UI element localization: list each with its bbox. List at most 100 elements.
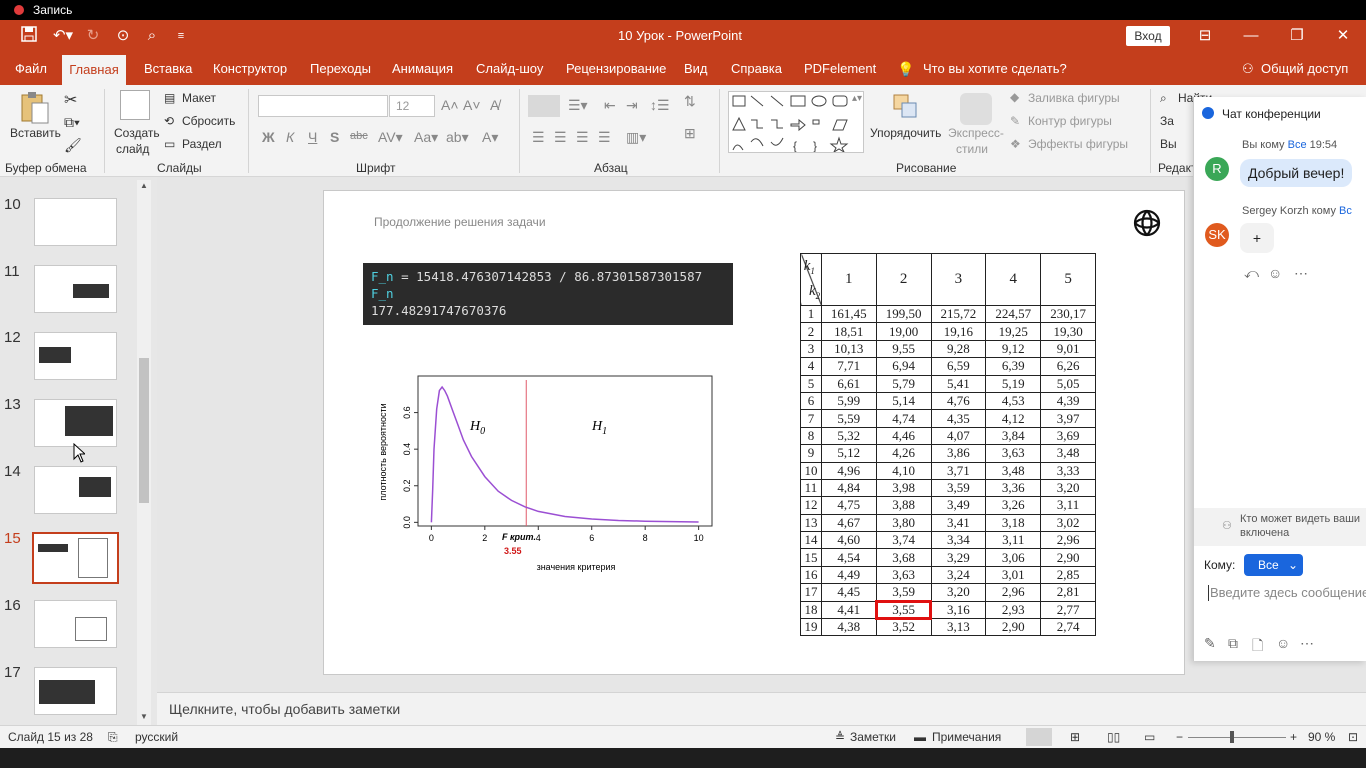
tab-transitions[interactable]: Переходы — [310, 61, 371, 76]
shadow-button[interactable]: S — [330, 129, 340, 145]
align-center-icon[interactable]: ☰ — [554, 129, 567, 145]
tab-insert[interactable]: Вставка — [144, 61, 193, 76]
more-icon[interactable]: ⋯ — [1300, 635, 1314, 651]
spellcheck-icon[interactable]: ⎘ — [108, 730, 118, 744]
notes-toggle-button[interactable]: Заметки — [850, 730, 896, 744]
arrange-button[interactable]: Упорядочить — [870, 126, 942, 140]
layout-button[interactable]: Макет — [182, 91, 216, 105]
slide-thumbnail[interactable] — [34, 600, 117, 648]
align-right-icon[interactable]: ☰ — [576, 129, 589, 145]
columns-icon[interactable]: ▥▾ — [626, 129, 647, 145]
ribbon-display-icon[interactable]: ⊟ — [1198, 27, 1212, 44]
tab-view[interactable]: Вид — [684, 61, 708, 76]
emoji-icon[interactable]: ☺ — [1276, 635, 1291, 651]
zoom-level[interactable]: 90 % — [1308, 730, 1336, 744]
font-size-select[interactable]: 12 — [389, 95, 435, 117]
share-button[interactable]: Общий доступ — [1261, 61, 1349, 76]
shape-outline-button[interactable]: Контур фигуры — [1028, 114, 1112, 128]
replace-button[interactable]: За — [1160, 114, 1174, 128]
char-spacing-icon[interactable]: AV▾ — [378, 129, 403, 145]
highlight-icon[interactable]: ab▾ — [446, 129, 469, 145]
tab-help[interactable]: Справка — [731, 61, 782, 76]
shapes-gallery[interactable]: {} — [728, 91, 864, 154]
slide-thumbnail-selected[interactable] — [32, 532, 119, 584]
new-slide-icon[interactable] — [120, 90, 150, 120]
tab-home[interactable]: Главная — [62, 55, 126, 85]
notes-toggle-icon[interactable]: ≜ — [835, 730, 846, 744]
justify-icon[interactable]: ☰ — [598, 129, 611, 145]
tab-design[interactable]: Конструктор — [213, 61, 288, 76]
slide-thumbnail[interactable] — [34, 265, 117, 313]
reading-view-icon[interactable]: ▯▯ — [1107, 730, 1121, 744]
comments-button[interactable]: Примечания — [932, 730, 1002, 744]
tab-slideshow[interactable]: Слайд-шоу — [476, 61, 544, 76]
tell-me-input[interactable]: Что вы хотите сделать? — [923, 61, 1067, 76]
new-slide-label-2[interactable]: слайд — [116, 142, 150, 156]
clear-format-icon[interactable]: A̸ — [490, 97, 500, 113]
bullets-icon[interactable] — [528, 95, 560, 117]
message-recipient[interactable]: Все — [1287, 139, 1307, 151]
shape-effects-button[interactable]: Эффекты фигуры — [1028, 137, 1129, 151]
start-slideshow-icon[interactable]: ⊙ — [116, 27, 130, 44]
language-indicator[interactable]: русский — [135, 730, 179, 744]
copy-icon[interactable]: ⧉▾ — [64, 114, 80, 130]
normal-view-icon[interactable] — [1026, 728, 1052, 746]
recipient-select[interactable]: Все ⌄ — [1244, 554, 1303, 576]
minimize-icon[interactable]: — — [1243, 27, 1259, 44]
align-text-icon[interactable]: ⊞ — [684, 125, 696, 141]
scroll-up-icon[interactable]: ▲ — [140, 181, 148, 190]
tab-pdfelement[interactable]: PDFelement — [804, 61, 877, 76]
scroll-down-icon[interactable]: ▼ — [140, 712, 148, 721]
gallery-more-icon[interactable]: ▴▾ — [852, 93, 863, 104]
screenshot-icon[interactable]: ⧉ — [1228, 635, 1238, 651]
italic-button[interactable]: К — [286, 129, 295, 145]
slide-thumbnail[interactable] — [34, 332, 117, 380]
slide-thumbnail[interactable] — [34, 667, 117, 715]
message-recipient[interactable]: Вс — [1339, 205, 1352, 217]
arrange-icon[interactable] — [892, 93, 920, 121]
font-color-icon[interactable]: A▾ — [482, 129, 499, 145]
grow-font-icon[interactable]: A˄ — [441, 97, 459, 113]
underline-button[interactable]: Ч — [308, 129, 318, 145]
quick-styles-icon[interactable] — [960, 93, 992, 125]
zoom-slider-thumb[interactable] — [1230, 731, 1234, 743]
fit-to-window-icon[interactable]: ⊡ — [1348, 730, 1359, 744]
file-icon[interactable]: 🗋 — [1252, 637, 1264, 653]
slideshow-view-icon[interactable]: ▭ — [1144, 730, 1156, 744]
shrink-font-icon[interactable]: A˅ — [463, 97, 481, 113]
close-icon[interactable]: ✕ — [1336, 27, 1350, 44]
new-slide-label-1[interactable]: Создать — [114, 126, 160, 140]
customize-toolbar-icon[interactable]: ≡ — [177, 30, 185, 42]
text-direction-icon[interactable]: ⇅ — [684, 93, 696, 109]
increase-indent-icon[interactable]: ⇥ — [626, 97, 638, 113]
numbering-icon[interactable]: ☰▾ — [568, 97, 588, 113]
reply-icon[interactable]: ⤺ — [1244, 265, 1259, 281]
zoom-out-icon[interactable]: − — [1176, 730, 1184, 744]
redo-icon[interactable]: ↻ — [86, 27, 100, 44]
bold-button[interactable]: Ж — [262, 129, 275, 145]
align-left-icon[interactable]: ☰ — [532, 129, 545, 145]
save-icon[interactable] — [18, 26, 40, 46]
cut-icon[interactable]: ✂ — [64, 92, 78, 109]
notes-placeholder[interactable]: Щелкните, чтобы добавить заметки — [169, 701, 401, 717]
reset-button[interactable]: Сбросить — [182, 114, 236, 128]
line-spacing-icon[interactable]: ↕☰ — [650, 97, 670, 113]
select-button[interactable]: Вы — [1160, 137, 1177, 151]
undo-icon[interactable]: ↶▾ — [52, 27, 74, 44]
decrease-indent-icon[interactable]: ⇤ — [604, 97, 616, 113]
tab-review[interactable]: Рецензирование — [566, 61, 667, 76]
change-case-icon[interactable]: Aa▾ — [414, 129, 439, 145]
signin-button[interactable]: Вход — [1126, 26, 1170, 46]
tab-file[interactable]: Файл — [15, 61, 47, 76]
scrollbar-thumb[interactable] — [139, 358, 149, 503]
print-preview-icon[interactable]: ⌕ — [147, 27, 157, 44]
strikethrough-button[interactable]: abc — [350, 130, 368, 142]
slide-thumbnail[interactable] — [34, 399, 117, 447]
section-button[interactable]: Раздел — [182, 137, 222, 151]
emoji-reaction-icon[interactable]: ☺ — [1268, 265, 1283, 281]
more-options-icon[interactable]: ⋯ — [1294, 265, 1308, 281]
zoom-slider-track[interactable] — [1188, 737, 1286, 738]
shape-fill-button[interactable]: Заливка фигуры — [1028, 91, 1120, 105]
slide-sorter-icon[interactable]: ⊞ — [1070, 730, 1081, 744]
slide-thumbnail[interactable] — [34, 466, 117, 514]
